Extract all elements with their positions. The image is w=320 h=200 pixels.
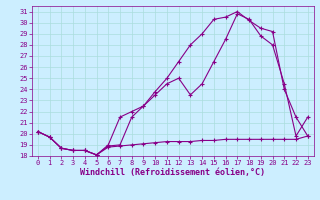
X-axis label: Windchill (Refroidissement éolien,°C): Windchill (Refroidissement éolien,°C) bbox=[80, 168, 265, 177]
